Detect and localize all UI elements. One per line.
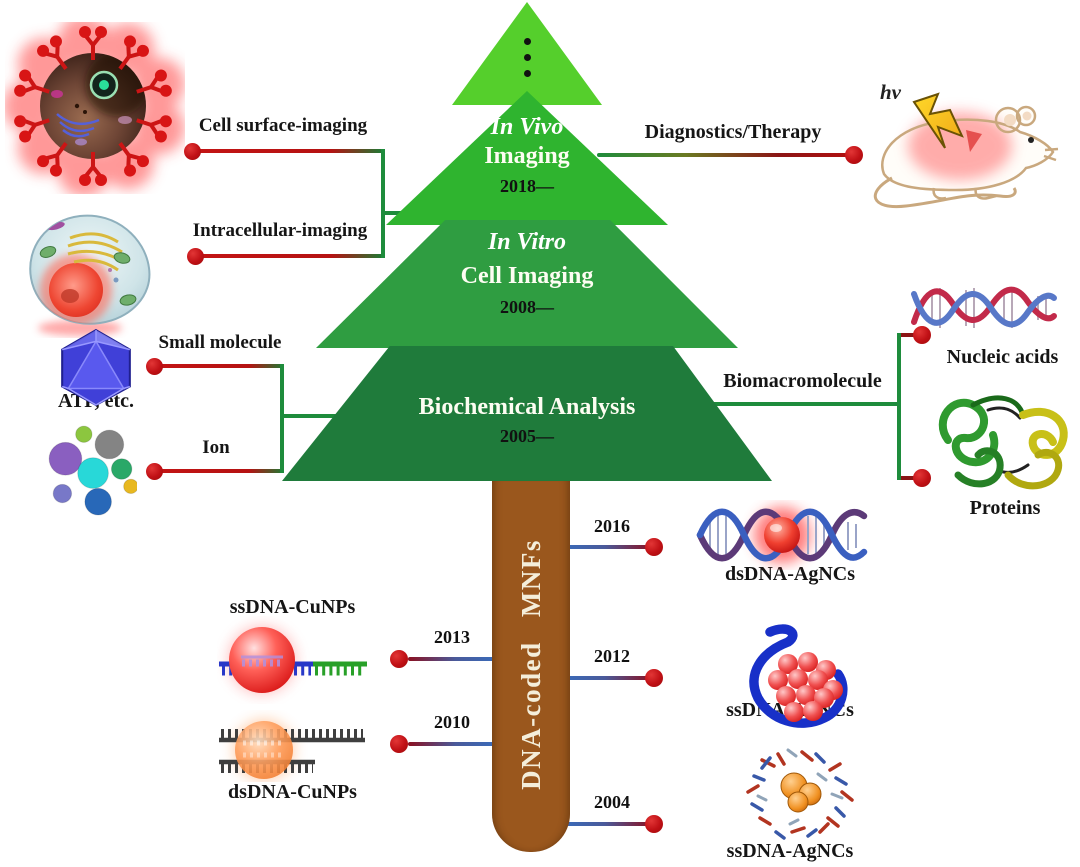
node-dot-nucleic-acids	[913, 326, 931, 344]
ssdna-auncs-icon	[736, 622, 858, 734]
intracellular-cell-icon	[18, 210, 163, 338]
caption-dsdna-cunps: dsDNA-CuNPs	[228, 781, 357, 803]
caption-ssdna-agncs: ssDNA-AgNCs	[726, 840, 854, 862]
branch-label-intracellular-imaging: Intracellular-imaging	[192, 220, 368, 241]
tier-year-2018: 2018—	[500, 176, 554, 196]
node-dot-cell-surface	[184, 143, 201, 160]
connector-line-intracellular	[199, 254, 383, 258]
timeline-dot-2016	[645, 538, 663, 556]
node-dot-proteins	[913, 469, 931, 487]
node-dot-small-molecule	[146, 358, 163, 375]
nucleic-acids-dna-icon	[908, 276, 1060, 340]
timeline-line-2013	[408, 657, 494, 661]
tree-ellipsis-dot	[524, 70, 531, 77]
tier-year-2008: 2008—	[500, 297, 554, 317]
connector-vertical-analyte	[280, 364, 284, 473]
label-proteins: Proteins	[969, 497, 1041, 519]
connector-line-biomacromolecule	[712, 402, 901, 406]
connector-stub-analyte	[280, 414, 342, 418]
timeline-year-2010: 2010	[434, 712, 470, 732]
branch-label-ion: Ion	[202, 437, 230, 458]
timeline-year-2016: 2016	[594, 516, 630, 536]
timeline-dot-2010	[390, 735, 408, 753]
tier-subtitle-in-vivo: In Vivo	[490, 114, 564, 140]
connector-line-small-molecule	[158, 364, 284, 368]
dsdna-agncs-icon	[696, 500, 868, 570]
tier-title-cell-imaging: Cell Imaging	[460, 263, 594, 289]
timeline-line-2010	[408, 742, 494, 746]
node-dot-diagnostics	[845, 146, 863, 164]
connector-line-cell-surface	[196, 149, 383, 153]
timeline-year-2004: 2004	[594, 792, 630, 812]
connector-line-diagnostics	[597, 153, 849, 157]
tree-trunk: DNA-coded MNFs	[492, 477, 570, 852]
connector-stub-proteins	[901, 476, 918, 480]
caption-dsdna-agncs: dsDNA-AgNCs	[724, 563, 855, 585]
branch-label-small-molecule: Small molecule	[158, 332, 282, 353]
tree-ellipsis-dot	[524, 54, 531, 61]
branch-label-diagnostics-therapy: Diagnostics/Therapy	[644, 121, 822, 143]
ion-cluster-icon	[45, 422, 139, 516]
tree-ellipsis-dot	[524, 38, 531, 45]
caption-ssdna-cunps: ssDNA-CuNPs	[229, 596, 356, 618]
timeline-dot-2012	[645, 669, 663, 687]
tier-subtitle-in-vitro: In Vitro	[487, 229, 567, 255]
tier-year-2005: 2005—	[500, 426, 554, 446]
tier-title-imaging: Imaging	[484, 143, 570, 169]
timeline-line-2012	[566, 676, 652, 680]
branch-label-cell-surface-imaging: Cell surface-imaging	[198, 115, 368, 136]
hv-light-label: hv	[880, 80, 901, 104]
connector-line-ion	[158, 469, 284, 473]
trunk-label: DNA-coded MNFs	[515, 539, 546, 790]
connector-stub-nucleic-acids	[901, 333, 918, 337]
label-nucleic-acids: Nucleic acids	[946, 346, 1059, 368]
tier-title-biochemical-analysis: Biochemical Analysis	[418, 394, 636, 420]
node-dot-ion	[146, 463, 163, 480]
connector-vertical-imaging	[381, 149, 385, 258]
node-dot-intracellular	[187, 248, 204, 265]
timeline-dot-2004	[645, 815, 663, 833]
atp-molecule-icon	[55, 328, 137, 407]
cell-surface-glow-icon	[3, 15, 185, 197]
timeline-year-2012: 2012	[594, 646, 630, 666]
timeline-line-2016	[566, 545, 652, 549]
proteins-ribbon-icon	[928, 380, 1080, 500]
branch-label-biomacromolecule: Biomacromolecule	[723, 370, 882, 392]
mouse-therapy-icon	[848, 74, 1060, 214]
ssdna-cunps-icon	[217, 616, 369, 704]
ssdna-agncs-icon	[732, 740, 864, 846]
timeline-year-2013: 2013	[434, 627, 470, 647]
timeline-dot-2013	[390, 650, 408, 668]
dsdna-cunps-icon	[217, 710, 369, 782]
timeline-line-2004	[566, 822, 652, 826]
connector-vertical-biomacromolecule	[897, 333, 901, 480]
